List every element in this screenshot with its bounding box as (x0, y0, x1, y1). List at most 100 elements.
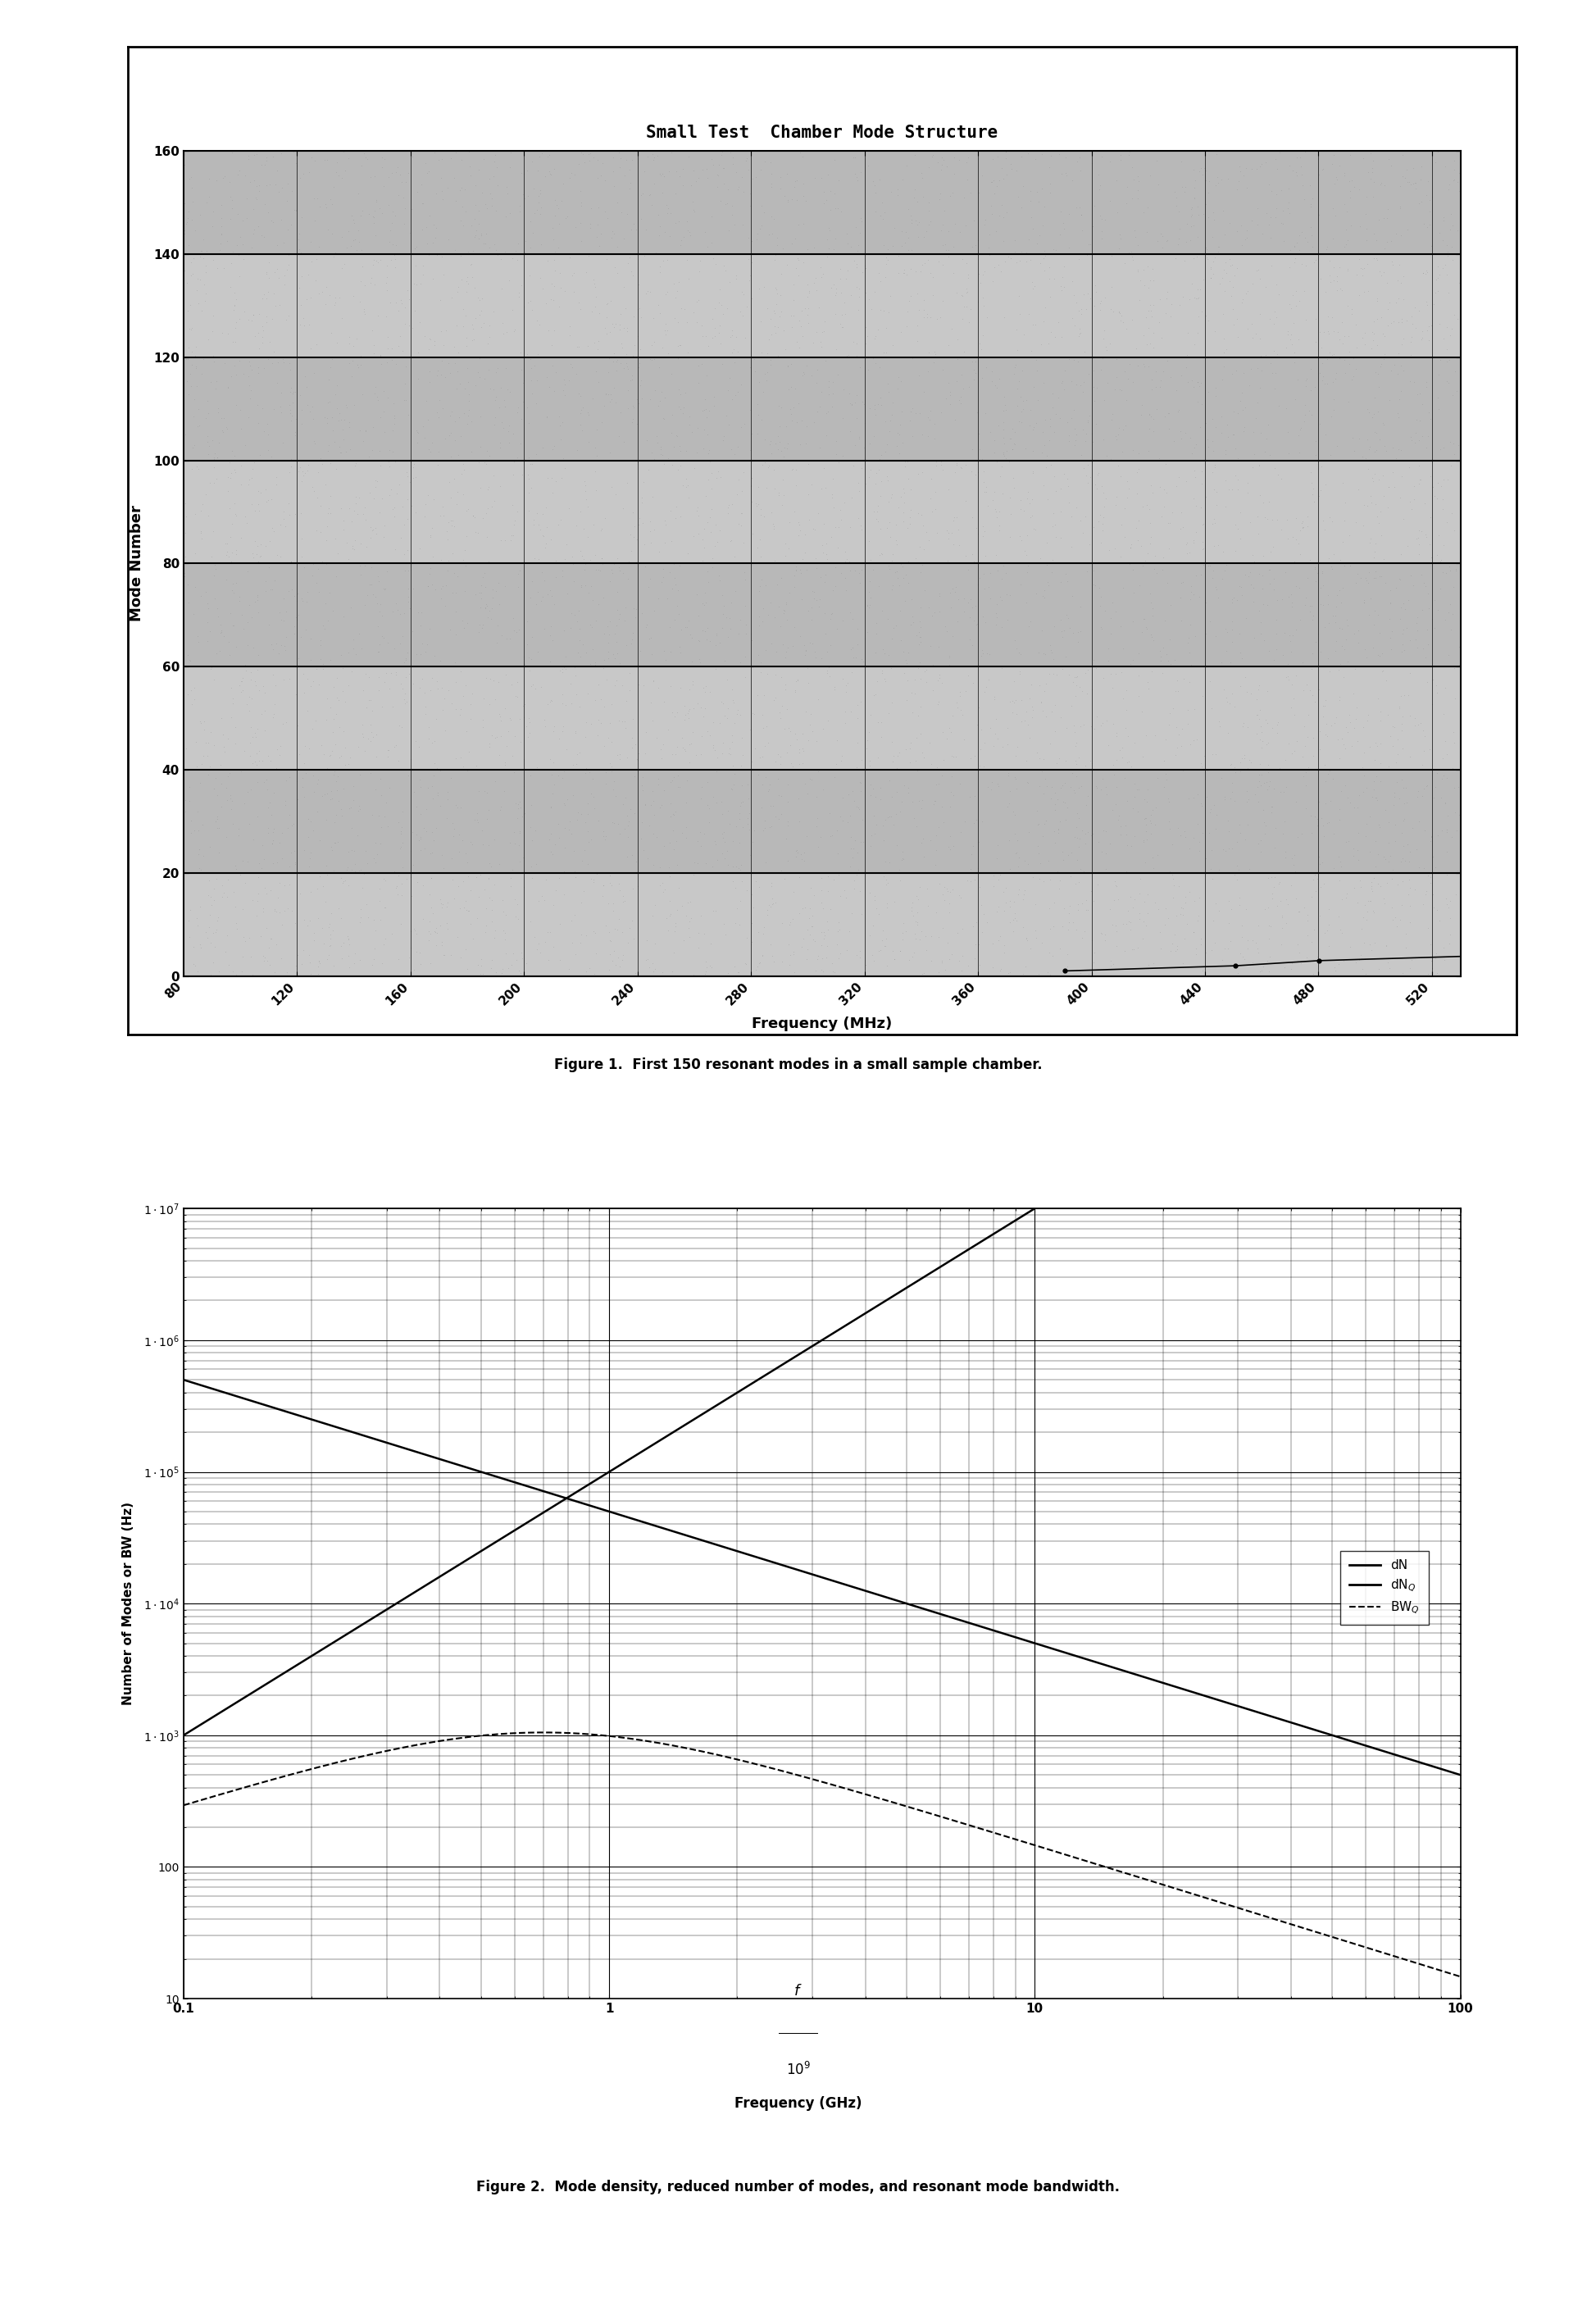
Point (878, 762, 903, 799)
Point (1045, 135, 1071, 172)
Point (1345, 792, 1371, 830)
Point (760, 514, 785, 551)
Point (871, 409, 897, 446)
Point (1274, 851, 1299, 888)
Point (410, 142, 436, 179)
Point (1365, 679, 1390, 716)
Point (1256, 621, 1282, 658)
Point (990, 586, 1015, 623)
Point (1181, 614, 1207, 651)
Point (1191, 700, 1216, 737)
Point (1392, 799, 1417, 837)
Point (996, 537, 1021, 574)
Point (701, 616, 726, 653)
Point (1264, 135, 1290, 172)
Point (496, 451, 522, 488)
Point (847, 602, 873, 639)
Point (584, 818, 610, 855)
Point (1152, 681, 1178, 718)
Point (705, 314, 731, 351)
Point (624, 834, 650, 872)
Point (713, 927, 739, 964)
Point (889, 625, 915, 662)
Point (1100, 151, 1125, 188)
Point (792, 472, 817, 509)
Point (412, 163, 437, 200)
Point (482, 839, 508, 876)
Point (1176, 890, 1202, 927)
Point (477, 502, 503, 539)
Point (420, 170, 445, 207)
Point (356, 918, 381, 955)
Point (1106, 651, 1132, 688)
Point (747, 634, 772, 672)
Point (185, 579, 211, 616)
Point (1178, 674, 1203, 711)
Point (1093, 209, 1119, 246)
Point (1342, 249, 1368, 286)
Point (389, 532, 415, 569)
Point (223, 567, 249, 604)
Point (426, 537, 452, 574)
Point (185, 274, 211, 311)
Point (757, 899, 782, 937)
Point (870, 546, 895, 583)
Point (907, 892, 932, 930)
Point (536, 579, 562, 616)
Point (498, 888, 523, 925)
Point (501, 365, 527, 402)
Point (819, 435, 844, 472)
Point (198, 195, 223, 232)
Point (311, 718, 337, 755)
Point (812, 363, 838, 400)
Point (420, 456, 445, 493)
Point (830, 786, 855, 823)
Point (1448, 286, 1473, 323)
Point (932, 449, 958, 486)
Point (1360, 883, 1385, 920)
Point (231, 616, 257, 653)
Point (1159, 797, 1184, 834)
Point (1044, 516, 1069, 553)
Point (522, 818, 547, 855)
Point (1181, 425, 1207, 462)
Point (1248, 941, 1274, 978)
Point (793, 186, 819, 223)
Point (1320, 583, 1345, 621)
Point (1055, 372, 1080, 409)
Point (728, 627, 753, 665)
Point (330, 386, 356, 423)
Point (405, 776, 431, 813)
Point (1039, 548, 1065, 586)
Point (1104, 174, 1130, 211)
Point (820, 497, 846, 535)
Point (611, 725, 637, 762)
Point (777, 349, 803, 386)
Point (1130, 479, 1156, 516)
Point (806, 488, 832, 525)
Point (544, 853, 570, 890)
Point (758, 349, 784, 386)
Point (959, 158, 985, 195)
Point (1065, 311, 1090, 349)
Point (1031, 465, 1057, 502)
Point (725, 253, 750, 290)
Point (1290, 537, 1315, 574)
Point (223, 669, 249, 706)
Point (606, 242, 632, 279)
Point (1068, 885, 1093, 923)
Point (306, 637, 332, 674)
Point (918, 232, 943, 270)
Point (1073, 244, 1098, 281)
Point (383, 281, 409, 318)
Point (420, 330, 445, 367)
Point (1381, 481, 1406, 518)
Point (919, 841, 945, 878)
Point (1357, 934, 1382, 971)
Point (1136, 267, 1162, 304)
Point (814, 191, 839, 228)
Point (520, 925, 546, 962)
Point (661, 479, 686, 516)
Point (238, 411, 263, 449)
Point (691, 272, 717, 309)
